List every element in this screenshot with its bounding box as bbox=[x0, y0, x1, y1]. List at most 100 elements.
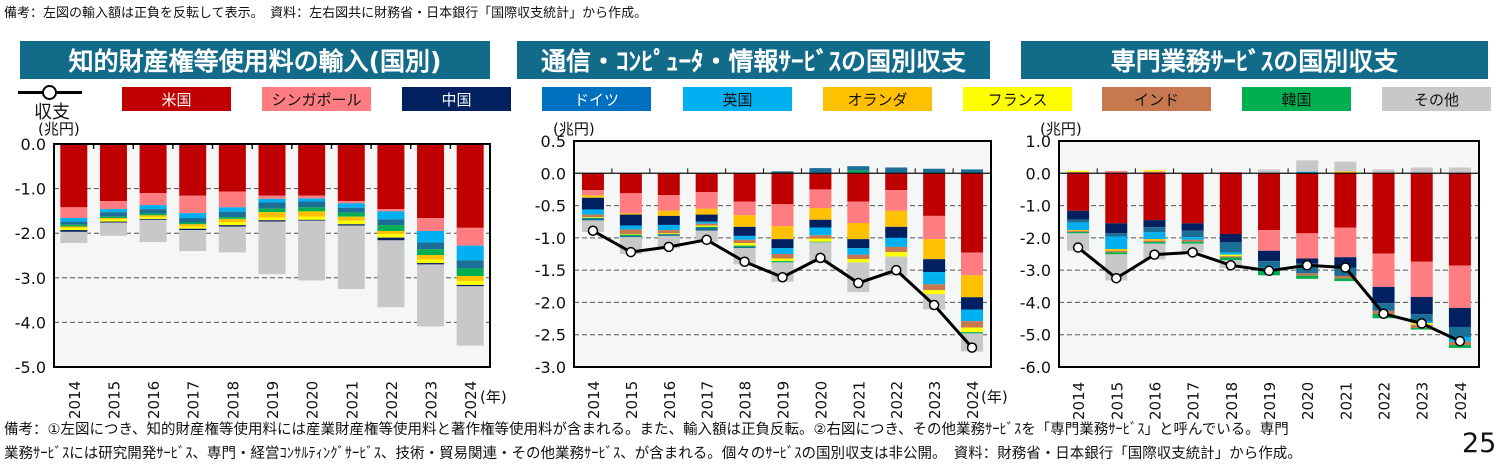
bar-segment bbox=[1105, 233, 1128, 237]
x-tick-label: 2019 bbox=[775, 381, 793, 419]
y-tick-label: -5.0 bbox=[1020, 326, 1051, 345]
bar-segment bbox=[456, 286, 484, 346]
balance-point bbox=[739, 256, 750, 267]
bar-segment bbox=[885, 246, 908, 253]
footer-note-line2: 業務ｻｰﾋﾞｽには研究開発ｻｰﾋﾞｽ、専門・経営ｺﾝｻﾙﾃｨﾝｸﾞｻｰﾋﾞｽ、技… bbox=[4, 446, 1302, 462]
bar-segment bbox=[298, 195, 326, 199]
bar-segment bbox=[961, 275, 984, 298]
bar-segment bbox=[139, 219, 167, 243]
bar-segment bbox=[337, 207, 365, 213]
bar-segment bbox=[581, 190, 604, 196]
chart2-title: 通信・ｺﾝﾋﾟｭｰﾀ・情報ｻｰﾋﾞｽの国別収支 bbox=[517, 41, 990, 79]
bar-segment bbox=[218, 217, 246, 219]
bar-segment bbox=[417, 249, 445, 256]
bar-segment bbox=[99, 216, 127, 219]
x-tick-label: 2021 bbox=[343, 381, 361, 419]
bar-segment bbox=[377, 237, 405, 241]
bar-segment bbox=[885, 173, 908, 191]
bar-segment bbox=[377, 144, 405, 210]
bar-segment bbox=[885, 252, 908, 257]
bar-segment bbox=[695, 227, 718, 231]
bar-segment bbox=[1334, 171, 1357, 174]
bar-segment bbox=[923, 239, 946, 260]
bar-segment bbox=[619, 235, 642, 238]
plot-border bbox=[1058, 140, 1480, 368]
bar-segment bbox=[139, 218, 167, 220]
bar-segment bbox=[1105, 251, 1128, 253]
bar-segment bbox=[139, 193, 167, 206]
bar-segment bbox=[847, 170, 870, 174]
y-tick-label: -0.5 bbox=[535, 197, 566, 216]
bar-segment bbox=[695, 223, 718, 226]
bar-segment bbox=[258, 220, 286, 222]
bar-segment bbox=[809, 227, 832, 236]
bar-segment bbox=[695, 225, 718, 227]
y-tick-label: -3.0 bbox=[1020, 261, 1051, 280]
chart-1: 0.0 -1.0 -2.0 -3.0 -4.0 -5.0 (兆円) 2014 2015 2016 2… bbox=[15, 120, 507, 419]
chart-2: 0.5 0.0 -0.5 -1.0 -1.5 -2.0 -2.5 -3.0 (兆円) 2014 20… bbox=[535, 120, 1008, 419]
bar-segment bbox=[417, 263, 445, 265]
bar-segment bbox=[733, 246, 756, 249]
bar-segment bbox=[1181, 230, 1204, 238]
bar-segment bbox=[1181, 237, 1204, 240]
bar-segment bbox=[733, 239, 756, 244]
bar-segment bbox=[847, 248, 870, 255]
bar-segment bbox=[1219, 256, 1242, 258]
bar-segment bbox=[456, 276, 484, 281]
bar-segment bbox=[771, 254, 794, 259]
bar-segment bbox=[1105, 171, 1128, 174]
x-tick-label: 2015 bbox=[623, 381, 641, 419]
bar-segment bbox=[377, 225, 405, 231]
balance-point bbox=[1225, 260, 1237, 271]
x-tick-label: 2014 bbox=[66, 381, 84, 419]
y-tick-label: -2.0 bbox=[535, 293, 566, 312]
bar-segment bbox=[1143, 220, 1166, 228]
bar-segment bbox=[60, 144, 88, 208]
bar-segment bbox=[377, 234, 405, 238]
bar-segment bbox=[377, 240, 405, 308]
bar-segment bbox=[139, 213, 167, 216]
bar-segment bbox=[1448, 265, 1471, 308]
bar-segment bbox=[417, 144, 445, 219]
bar-segment bbox=[923, 173, 946, 216]
bar-segment bbox=[1143, 173, 1166, 221]
bar-segment bbox=[809, 168, 832, 174]
bar-segment bbox=[258, 195, 286, 199]
bar-segment bbox=[581, 214, 604, 218]
page-number: 25 bbox=[1462, 428, 1497, 459]
balance-point bbox=[853, 277, 864, 289]
x-tick-label: 2015 bbox=[105, 381, 123, 419]
balance-point bbox=[1263, 265, 1275, 277]
y-tick-label: -1.0 bbox=[15, 180, 46, 199]
bar-segment bbox=[657, 173, 680, 196]
y-tick-label: 0.0 bbox=[21, 135, 46, 154]
bar-segment bbox=[961, 327, 984, 333]
top-note: 備考：左図の輸入額は正負を反転して表示。 資料：左右図共に財務省・日本銀行「国際… bbox=[4, 6, 648, 21]
bar-segment bbox=[733, 245, 756, 247]
y-tick-label: -4.0 bbox=[15, 313, 46, 332]
balance-point bbox=[663, 241, 675, 253]
x-tick-label: 2017 bbox=[1185, 382, 1203, 420]
bar-segment bbox=[337, 220, 365, 225]
bar-segment bbox=[1372, 173, 1395, 254]
x-axis-unit: (年) bbox=[480, 388, 507, 406]
y-axis-unit: (兆円) bbox=[553, 120, 595, 138]
bar-segment bbox=[99, 209, 127, 213]
bar-segment bbox=[847, 262, 870, 293]
x-tick-label: 2024 bbox=[964, 381, 982, 419]
bar-segment bbox=[1219, 257, 1242, 261]
bar-segment bbox=[657, 233, 680, 234]
bar-segment bbox=[1143, 171, 1166, 174]
bar-segment bbox=[218, 207, 246, 212]
y-tick-label: -4.0 bbox=[1020, 293, 1051, 312]
bar-segment bbox=[218, 191, 246, 208]
bar-segment bbox=[1258, 250, 1280, 262]
bar-segment bbox=[60, 207, 88, 219]
bar-segment bbox=[1067, 171, 1090, 174]
x-tick-label: 2018 bbox=[1223, 382, 1241, 420]
bar-segment bbox=[1372, 286, 1395, 304]
x-tick-label: 2015 bbox=[1108, 382, 1126, 420]
bar-segment bbox=[417, 264, 445, 327]
bar-segment bbox=[885, 226, 908, 238]
bar-segment bbox=[139, 217, 167, 219]
